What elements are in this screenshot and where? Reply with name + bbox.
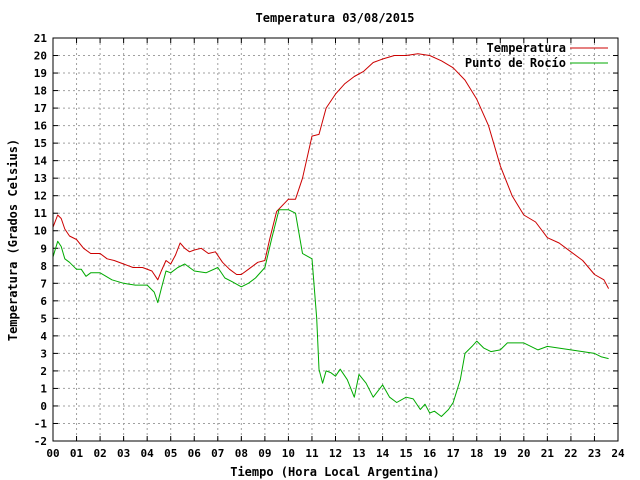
y-tick-label: 21 <box>34 32 48 45</box>
x-tick-label: 00 <box>46 447 59 460</box>
y-tick-label: 13 <box>34 172 47 185</box>
x-tick-label: 08 <box>235 447 248 460</box>
x-tick-label: 15 <box>400 447 413 460</box>
y-tick-label: 14 <box>34 155 48 168</box>
y-tick-label: 1 <box>40 382 47 395</box>
series-line-1 <box>52 209 609 417</box>
y-tick-label: 2 <box>40 365 47 378</box>
y-tick-label: 16 <box>34 120 48 133</box>
x-tick-label: 06 <box>188 447 202 460</box>
x-tick-label: 16 <box>423 447 437 460</box>
y-axis-title: Temperatura (Grados Celsius) <box>6 139 20 341</box>
x-tick-label: 10 <box>282 447 295 460</box>
x-tick-label: 03 <box>117 447 130 460</box>
y-tick-label: 5 <box>40 312 47 325</box>
x-tick-label: 04 <box>141 447 155 460</box>
plot-frame <box>52 37 619 442</box>
x-tick-label: 11 <box>305 447 319 460</box>
x-tick-label: 21 <box>541 447 555 460</box>
series-line-0 <box>52 53 610 289</box>
chart-title: Temperatura 03/08/2015 <box>256 11 415 25</box>
y-tick-label: 19 <box>34 67 47 80</box>
x-tick-label: 05 <box>164 447 177 460</box>
y-tick-label: 10 <box>34 225 47 238</box>
x-tick-label: 07 <box>211 447 224 460</box>
grid <box>53 38 618 441</box>
x-tick-label: 01 <box>70 447 84 460</box>
x-tick-label: 24 <box>611 447 625 460</box>
y-tick-label: 7 <box>40 277 47 290</box>
y-tick-label: 9 <box>40 242 47 255</box>
y-tick-label: -2 <box>34 435 47 448</box>
x-tick-label: 02 <box>93 447 106 460</box>
x-tick-label: 23 <box>588 447 601 460</box>
x-axis-title: Tiempo (Hora Local Argentina) <box>230 465 440 479</box>
x-tick-label: 20 <box>517 447 530 460</box>
x-axis-ticks: 00 01 02 03 04 05 06 07 08 09 10 11 12 13 14 15 16 17 18 19… <box>46 38 625 460</box>
y-tick-label: 4 <box>40 330 47 343</box>
legend-label: Temperatura <box>487 41 566 55</box>
x-tick-label: 09 <box>258 447 271 460</box>
x-tick-label: 14 <box>376 447 390 460</box>
x-tick-label: 22 <box>564 447 577 460</box>
y-tick-label: 18 <box>34 85 47 98</box>
y-tick-label: 15 <box>34 137 47 150</box>
y-tick-label: 11 <box>34 207 48 220</box>
y-tick-label: 12 <box>34 190 47 203</box>
x-tick-label: 17 <box>447 447 460 460</box>
y-tick-label: 8 <box>40 260 47 273</box>
x-tick-label: 13 <box>352 447 365 460</box>
y-tick-label: 17 <box>34 102 47 115</box>
x-tick-label: 12 <box>329 447 342 460</box>
y-tick-label: 6 <box>40 295 47 308</box>
y-tick-label: 0 <box>40 400 47 413</box>
series-lines <box>52 53 610 417</box>
x-tick-label: 18 <box>470 447 483 460</box>
x-tick-label: 19 <box>494 447 507 460</box>
y-tick-label: -1 <box>34 417 48 430</box>
legend-label: Punto de Rocío <box>465 56 566 70</box>
y-tick-label: 20 <box>34 50 47 63</box>
y-tick-label: 3 <box>40 347 47 360</box>
